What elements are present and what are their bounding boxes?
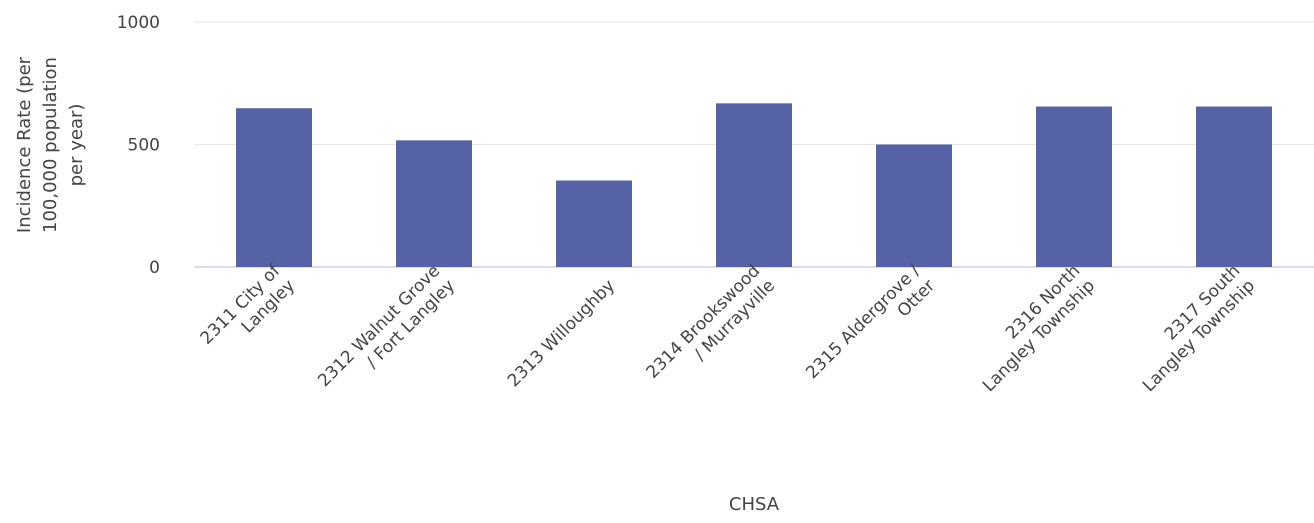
bar bbox=[396, 140, 472, 267]
x-tick-label-line: 2312 Walnut Grove bbox=[314, 261, 444, 391]
bars bbox=[236, 103, 1272, 268]
y-tick-label: 1000 bbox=[117, 13, 160, 33]
y-axis-title-line-3: per year) bbox=[66, 104, 87, 187]
x-tick-label: 2315 Aldergrove /Otter bbox=[802, 261, 939, 383]
x-tick-label: 2314 Brookswood/ Murrayville bbox=[643, 261, 779, 383]
x-axis-title: CHSA bbox=[729, 494, 780, 515]
x-tick-label-line: 2315 Aldergrove / bbox=[802, 261, 924, 383]
bar bbox=[556, 180, 632, 267]
x-tick-label-line: 2313 Willoughby bbox=[504, 276, 619, 391]
bar bbox=[716, 103, 792, 267]
bar bbox=[1036, 106, 1112, 268]
bar bbox=[876, 144, 952, 267]
y-axis-title-line-2: 100,000 population bbox=[40, 57, 61, 233]
bar bbox=[1196, 106, 1272, 268]
y-tick-label: 0 bbox=[149, 258, 160, 278]
bar bbox=[236, 108, 312, 268]
x-tick-label: 2312 Walnut Grove/ Fort Langley bbox=[314, 261, 459, 391]
y-axis-title: Incidence Rate (per 100,000 population p… bbox=[14, 56, 87, 233]
x-tick-label: 2313 Willoughby bbox=[504, 276, 619, 391]
y-tick-label: 500 bbox=[128, 136, 160, 156]
y-axis-ticks: 0 500 1000 bbox=[117, 13, 160, 278]
y-axis-title-line-1: Incidence Rate (per bbox=[14, 56, 35, 233]
